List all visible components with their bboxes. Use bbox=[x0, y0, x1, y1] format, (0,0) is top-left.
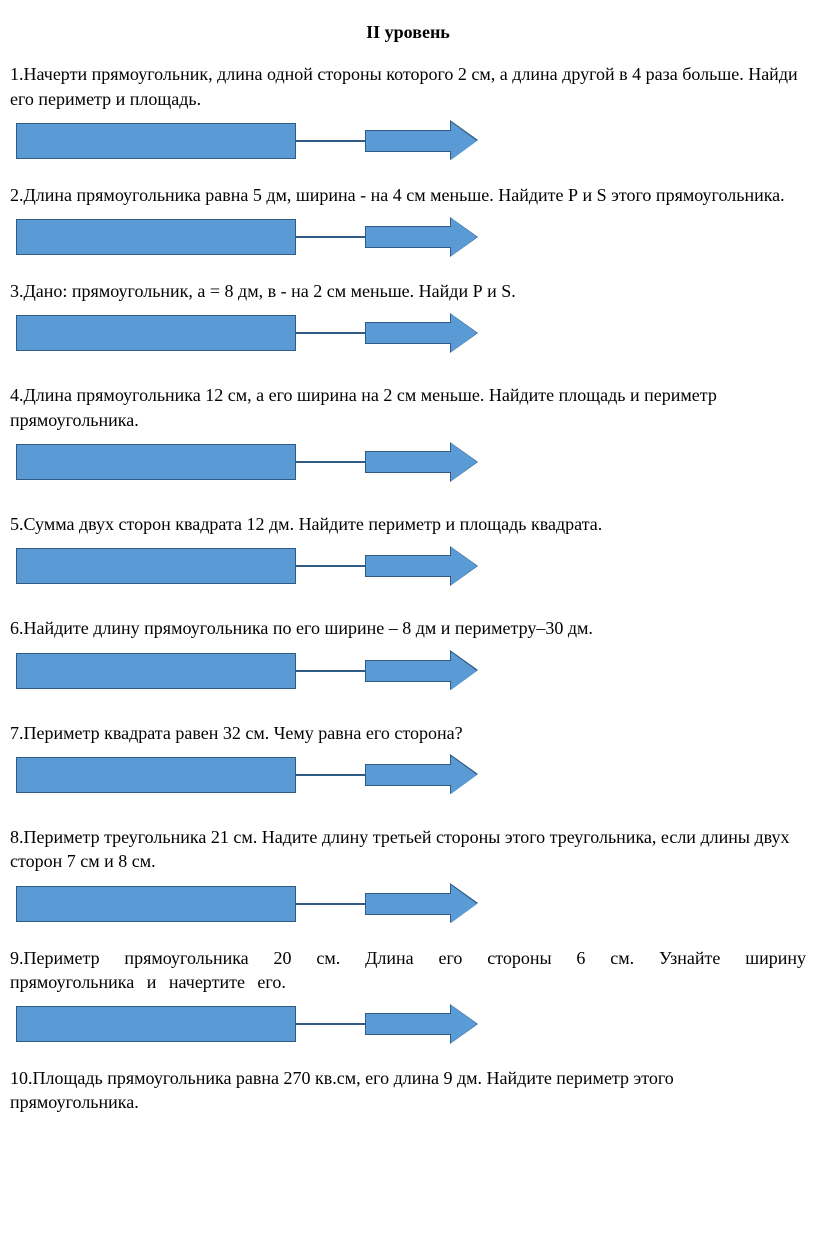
rectangle-shape bbox=[16, 653, 296, 689]
arrow-icon bbox=[365, 218, 477, 256]
connector-line bbox=[295, 140, 365, 142]
rectangle-shape bbox=[16, 123, 296, 159]
shape-arrow bbox=[16, 651, 806, 691]
connector-line bbox=[295, 670, 365, 672]
arrow-head bbox=[451, 885, 477, 923]
arrow-shaft bbox=[365, 451, 451, 473]
connector-line bbox=[295, 903, 365, 905]
rectangle-shape bbox=[16, 548, 296, 584]
arrow-head bbox=[451, 314, 477, 352]
arrow-head bbox=[451, 218, 477, 256]
arrow-shaft bbox=[365, 226, 451, 248]
connector-line bbox=[295, 236, 365, 238]
shape-arrow bbox=[16, 313, 806, 353]
arrow-icon bbox=[365, 443, 477, 481]
task-item: 9.Периметр прямоугольника 20 см. Длина е… bbox=[10, 946, 806, 1045]
arrow-shaft bbox=[365, 322, 451, 344]
task-text: 4.Длина прямоугольника 12 см, а его шири… bbox=[10, 383, 806, 432]
arrow-shaft bbox=[365, 555, 451, 577]
connector-line bbox=[295, 461, 365, 463]
arrow-head bbox=[451, 443, 477, 481]
task-item: 4.Длина прямоугольника 12 см, а его шири… bbox=[10, 383, 806, 482]
task-text: 7.Периметр квадрата равен 32 см. Чему ра… bbox=[10, 721, 806, 745]
task-text: 2.Длина прямоугольника равна 5 дм, ширин… bbox=[10, 183, 806, 207]
arrow-shaft bbox=[365, 130, 451, 152]
arrow-icon bbox=[365, 122, 477, 160]
shape-arrow bbox=[16, 442, 806, 482]
connector-line bbox=[295, 1023, 365, 1025]
task-item: 2.Длина прямоугольника равна 5 дм, ширин… bbox=[10, 183, 806, 257]
rectangle-shape bbox=[16, 886, 296, 922]
task-item: 7.Периметр квадрата равен 32 см. Чему ра… bbox=[10, 721, 806, 795]
connector-line bbox=[295, 565, 365, 567]
task-item: 5.Сумма двух сторон квадрата 12 дм. Найд… bbox=[10, 512, 806, 586]
arrow-head bbox=[451, 756, 477, 794]
shape-arrow bbox=[16, 121, 806, 161]
connector-line bbox=[295, 774, 365, 776]
task-item: 1.Начерти прямоугольник, длина одной сто… bbox=[10, 62, 806, 161]
task-text: 10.Площадь прямоугольника равна 270 кв.с… bbox=[10, 1066, 806, 1115]
shape-arrow bbox=[16, 217, 806, 257]
rectangle-shape bbox=[16, 757, 296, 793]
task-text: 1.Начерти прямоугольник, длина одной сто… bbox=[10, 62, 806, 111]
shape-arrow bbox=[16, 546, 806, 586]
shape-arrow bbox=[16, 1004, 806, 1044]
rectangle-shape bbox=[16, 219, 296, 255]
arrow-icon bbox=[365, 885, 477, 923]
task-item: 3.Дано: прямоугольник, а = 8 дм, в - на … bbox=[10, 279, 806, 353]
tasks-container: 1.Начерти прямоугольник, длина одной сто… bbox=[10, 62, 806, 1114]
arrow-shaft bbox=[365, 660, 451, 682]
task-text: 5.Сумма двух сторон квадрата 12 дм. Найд… bbox=[10, 512, 806, 536]
task-item: 10.Площадь прямоугольника равна 270 кв.с… bbox=[10, 1066, 806, 1115]
arrow-shaft bbox=[365, 764, 451, 786]
task-text: 6.Найдите длину прямоугольника по его ши… bbox=[10, 616, 806, 640]
task-item: 8.Периметр треугольника 21 см. Надите дл… bbox=[10, 825, 806, 924]
arrow-icon bbox=[365, 756, 477, 794]
arrow-head bbox=[451, 122, 477, 160]
arrow-icon bbox=[365, 652, 477, 690]
shape-arrow bbox=[16, 884, 806, 924]
arrow-shaft bbox=[365, 1013, 451, 1035]
rectangle-shape bbox=[16, 315, 296, 351]
arrow-head bbox=[451, 547, 477, 585]
task-text: 8.Периметр треугольника 21 см. Надите дл… bbox=[10, 825, 806, 874]
task-text: 9.Периметр прямоугольника 20 см. Длина е… bbox=[10, 946, 806, 995]
arrow-icon bbox=[365, 547, 477, 585]
arrow-icon bbox=[365, 1005, 477, 1043]
arrow-head bbox=[451, 1005, 477, 1043]
rectangle-shape bbox=[16, 444, 296, 480]
task-text: 3.Дано: прямоугольник, а = 8 дм, в - на … bbox=[10, 279, 806, 303]
shape-arrow bbox=[16, 755, 806, 795]
connector-line bbox=[295, 332, 365, 334]
page-title: II уровень bbox=[10, 20, 806, 44]
rectangle-shape bbox=[16, 1006, 296, 1042]
arrow-head bbox=[451, 652, 477, 690]
arrow-icon bbox=[365, 314, 477, 352]
task-item: 6.Найдите длину прямоугольника по его ши… bbox=[10, 616, 806, 690]
arrow-shaft bbox=[365, 893, 451, 915]
